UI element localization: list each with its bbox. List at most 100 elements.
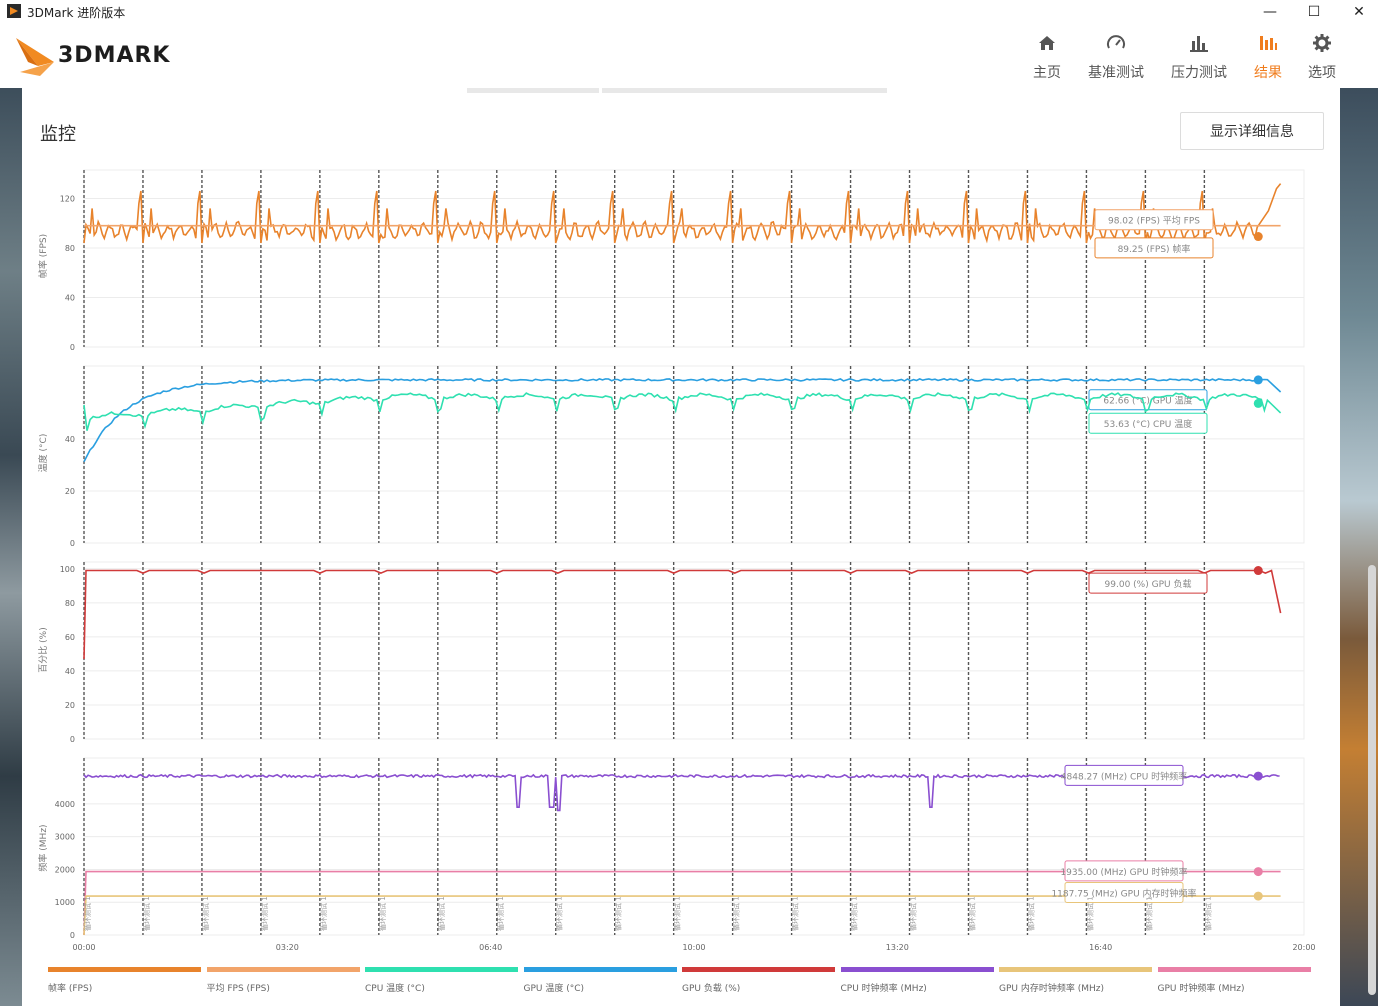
legend-item[interactable]: CPU 温度 (°C) <box>365 967 518 994</box>
y-tick-label: 2000 <box>55 865 75 874</box>
y-axis-label: 帧率 (FPS) <box>37 234 49 278</box>
scrollbar-thumb[interactable] <box>1368 565 1376 995</box>
loop-marker-label: 循环测试 1 <box>968 896 977 931</box>
nav-stress-tests-label: 压力测试 <box>1171 65 1227 81</box>
value-badge-label: 53.63 (°C) CPU 温度 <box>1104 418 1192 430</box>
y-axis-label: 百分比 (%) <box>37 627 49 672</box>
close-button[interactable]: ✕ <box>1353 4 1365 20</box>
title-bar: 3DMark 进阶版本 — ☐ ✕ <box>0 0 1378 24</box>
value-badge <box>1064 860 1184 882</box>
value-dot <box>1253 398 1263 408</box>
value-badge-label: 98.02 (FPS) 平均 FPS <box>1108 215 1200 227</box>
nav-home[interactable]: 主页 <box>1026 32 1068 84</box>
legend-swatch <box>1157 967 1311 972</box>
value-dot <box>1253 771 1263 781</box>
value-dot <box>1253 891 1263 901</box>
y-tick-label: 0 <box>70 931 75 940</box>
bar-chart-icon <box>1190 36 1208 52</box>
legend-item[interactable]: 平均 FPS (FPS) <box>206 967 360 994</box>
loop-marker-label: 循环测试 1 <box>142 896 151 931</box>
legend-swatch <box>206 967 360 972</box>
loop-marker-label: 循环测试 1 <box>319 896 328 931</box>
legend-label: GPU 内存时钟频率 (MHz) <box>999 984 1104 994</box>
tab-indicator-1[interactable] <box>467 88 599 93</box>
y-axis-label: 频率 (MHz) <box>37 824 49 871</box>
legend-label: 帧率 (FPS) <box>48 984 93 994</box>
nav-results-label: 结果 <box>1254 65 1282 81</box>
y-tick-label: 40 <box>65 293 75 302</box>
show-details-button[interactable]: 显示详细信息 <box>1180 112 1324 150</box>
minimize-button[interactable]: — <box>1263 4 1277 20</box>
series-line <box>83 377 1282 463</box>
series-line <box>83 569 1282 660</box>
nav-stress-tests[interactable]: 压力测试 <box>1168 32 1230 84</box>
nav-results[interactable]: 结果 <box>1249 32 1287 84</box>
value-badge-label: 4848.27 (MHz) CPU 时钟频率 <box>1061 770 1187 782</box>
value-dot <box>1253 867 1263 877</box>
value-badge <box>1094 237 1214 259</box>
legend-swatch <box>48 967 201 972</box>
legend-label: 平均 FPS (FPS) <box>206 984 270 994</box>
legend-swatch <box>840 967 994 972</box>
app-icon <box>7 4 21 18</box>
legend-item[interactable]: GPU 内存时钟频率 (MHz) <box>999 967 1152 994</box>
x-tick-label: 20:00 <box>1292 943 1315 952</box>
tab-indicator-2[interactable] <box>602 88 887 93</box>
gauge-icon <box>1107 35 1125 49</box>
x-tick-label: 06:40 <box>479 943 502 952</box>
section-title: 监控 <box>40 124 76 145</box>
loop-marker-label: 循环测试 1 <box>909 896 918 931</box>
value-badge <box>1064 881 1184 903</box>
value-dot <box>1253 566 1263 576</box>
y-axis-label: 温度 (°C) <box>37 434 49 473</box>
y-tick-label: 1000 <box>55 898 75 907</box>
x-tick-label: 03:20 <box>276 943 299 952</box>
legend-swatch <box>523 967 677 972</box>
value-badge-label: 1935.00 (MHz) GPU 时钟频率 <box>1060 866 1187 878</box>
y-tick-label: 80 <box>65 244 75 253</box>
nav-benchmarks[interactable]: 基准测试 <box>1085 32 1147 84</box>
legend-item[interactable]: CPU 时钟频率 (MHz) <box>840 967 994 994</box>
y-tick-label: 40 <box>65 667 75 676</box>
legend-swatch <box>999 967 1152 972</box>
legend-item[interactable]: GPU 负载 (%) <box>682 967 835 994</box>
window-title: 3DMark 进阶版本 <box>27 6 126 20</box>
legend-swatch <box>365 967 518 972</box>
nav-home-label: 主页 <box>1033 65 1061 81</box>
legend-label: GPU 时钟频率 (MHz) <box>1157 984 1245 994</box>
series-line <box>83 392 1282 431</box>
loop-marker-label: 循环测试 1 <box>1203 896 1212 931</box>
value-badge <box>1094 209 1214 231</box>
series-line <box>83 183 1282 244</box>
y-tick-label: 0 <box>70 343 75 352</box>
loop-marker-label: 循环测试 1 <box>1085 896 1094 931</box>
loop-marker-label: 循环测试 1 <box>791 896 800 931</box>
value-badge <box>1088 412 1208 434</box>
y-tick-label: 40 <box>65 435 75 444</box>
home-icon <box>1039 36 1055 50</box>
value-badge-label: 62.66 (°C) GPU 温度 <box>1103 395 1192 407</box>
nav-options-label: 选项 <box>1308 65 1336 81</box>
legend-item[interactable]: GPU 时钟频率 (MHz) <box>1157 967 1311 994</box>
x-tick-label: 00:00 <box>72 943 95 952</box>
legend-item[interactable]: GPU 温度 (°C) <box>523 967 677 994</box>
legend-label: GPU 温度 (°C) <box>523 984 585 994</box>
legend-item[interactable]: 帧率 (FPS) <box>48 967 201 994</box>
series-line <box>83 895 1281 936</box>
loop-marker-label: 循环测试 1 <box>83 896 92 931</box>
tab-strip <box>467 88 887 93</box>
x-tick-label: 16:40 <box>1089 943 1112 952</box>
value-badge <box>1064 764 1184 786</box>
brand-logo[interactable] <box>14 32 214 80</box>
plot-area <box>83 169 1305 348</box>
value-badge <box>1088 572 1208 594</box>
y-tick-label: 80 <box>65 599 75 608</box>
nav-benchmarks-label: 基准测试 <box>1088 65 1144 81</box>
maximize-button[interactable]: ☐ <box>1307 4 1321 20</box>
value-badge-label: 1187.75 (MHz) GPU 内存时钟频率 <box>1051 887 1196 899</box>
value-dot <box>1253 232 1263 242</box>
nav-options[interactable]: 选项 <box>1305 32 1339 84</box>
results-icon <box>1260 36 1277 50</box>
loop-marker-label: 循环测试 1 <box>1026 896 1035 931</box>
